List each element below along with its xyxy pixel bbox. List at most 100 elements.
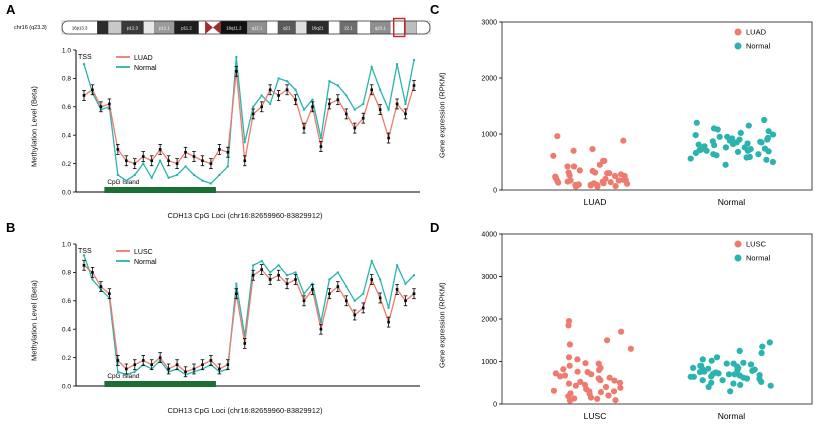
y-tick-label: 0.4 xyxy=(62,327,71,334)
normal-point xyxy=(412,274,416,277)
cancer-point xyxy=(125,159,128,163)
expression-point xyxy=(736,136,743,143)
expression-point xyxy=(714,126,721,133)
normal-point xyxy=(387,306,390,310)
cancer-point xyxy=(116,148,120,151)
category-label: LUSC xyxy=(584,411,607,421)
expression-point xyxy=(610,388,618,395)
normal-point xyxy=(82,63,86,66)
chromosome-band xyxy=(357,20,371,35)
cancer-point xyxy=(353,126,357,130)
cancer-point xyxy=(268,88,272,92)
expression-point xyxy=(583,386,590,393)
normal-point xyxy=(150,176,153,179)
legend-label: Normal xyxy=(134,65,157,72)
expression-point xyxy=(758,378,765,385)
y-tick-label: 0.2 xyxy=(62,161,71,168)
normal-point xyxy=(133,173,136,177)
cancer-point xyxy=(345,112,348,116)
normal-point xyxy=(412,58,416,62)
svg-text:16q11.2: 16q11.2 xyxy=(226,25,242,30)
expression-point xyxy=(577,378,584,385)
normal-point xyxy=(370,259,373,263)
expression-point xyxy=(586,390,593,397)
expression-point xyxy=(740,374,747,381)
cancer-point xyxy=(218,367,221,371)
cancer-point xyxy=(218,148,221,151)
cancer-point xyxy=(235,292,238,295)
expression-point xyxy=(708,357,715,364)
normal-point xyxy=(125,179,128,182)
expression-point xyxy=(767,382,774,389)
cancer-point xyxy=(192,155,196,158)
cancer-point xyxy=(412,84,416,87)
expression-point xyxy=(724,133,731,140)
normal-point xyxy=(319,136,323,140)
expression-point xyxy=(616,379,624,386)
centromere xyxy=(205,21,213,34)
svg-text:16p13.3: 16p13.3 xyxy=(72,25,88,30)
expression-point xyxy=(766,339,773,346)
chromosome-band xyxy=(328,20,340,35)
y-tick-label: 0 xyxy=(493,188,497,195)
y-axis-title-a: Methylation Level (Beta) xyxy=(29,86,39,168)
tss-label: TSS xyxy=(78,248,92,255)
cancer-point xyxy=(116,359,120,362)
normal-point xyxy=(345,285,348,288)
normal-point xyxy=(133,370,136,373)
normal-point xyxy=(268,271,272,274)
expression-point xyxy=(744,147,751,154)
y-tick-label: 1.0 xyxy=(62,241,71,248)
cancer-point xyxy=(251,273,255,277)
expression-point xyxy=(769,131,777,138)
expression-point xyxy=(690,364,697,371)
expression-chart-c: 0 1000 2000 3000 LUAD Normal LUAD Normal xyxy=(481,20,813,207)
expression-point xyxy=(597,377,604,384)
normal-point xyxy=(235,282,238,285)
expression-point xyxy=(740,359,747,366)
expression-point xyxy=(618,328,625,335)
expression-point xyxy=(692,132,699,139)
cancer-point xyxy=(167,367,170,371)
y-tick-label: 0.6 xyxy=(62,104,71,111)
cancer-point xyxy=(370,278,373,281)
plot-frame xyxy=(501,21,813,191)
cancer-point xyxy=(319,327,323,331)
cancer-point xyxy=(328,102,331,106)
normal-point xyxy=(404,282,407,285)
y-tick-label: 3000 xyxy=(481,20,497,27)
normal-point xyxy=(167,176,170,179)
legend-swatch xyxy=(734,42,742,50)
cancer-point xyxy=(226,363,230,366)
normal-point xyxy=(362,102,365,106)
normal-point xyxy=(302,292,306,295)
expression-point xyxy=(711,142,718,149)
normal-point xyxy=(387,108,390,111)
expression-point xyxy=(701,143,708,150)
cancer-point xyxy=(108,292,111,295)
expression-point xyxy=(620,137,627,144)
expression-point xyxy=(695,141,702,148)
normal-point xyxy=(370,65,373,69)
legend-swatch xyxy=(734,28,742,36)
cancer-point xyxy=(277,94,280,97)
normal-point xyxy=(158,159,162,162)
y-tick-label: 0.2 xyxy=(62,355,71,362)
normal-point xyxy=(116,173,120,177)
y-tick-label: 1000 xyxy=(481,132,497,139)
normal-point xyxy=(184,165,187,168)
normal-point xyxy=(311,98,314,101)
expression-point xyxy=(763,156,770,163)
expression-point xyxy=(736,347,743,354)
normal-point xyxy=(378,278,382,281)
centromere xyxy=(212,21,221,34)
expression-point xyxy=(574,356,581,363)
cancer-point xyxy=(277,273,280,277)
expression-point xyxy=(600,157,607,164)
expression-point xyxy=(576,167,583,174)
expression-point xyxy=(693,119,700,126)
cancer-point xyxy=(82,264,86,267)
expression-point xyxy=(615,177,622,184)
chromosome-band xyxy=(390,20,406,35)
chromosome-band xyxy=(108,20,122,35)
